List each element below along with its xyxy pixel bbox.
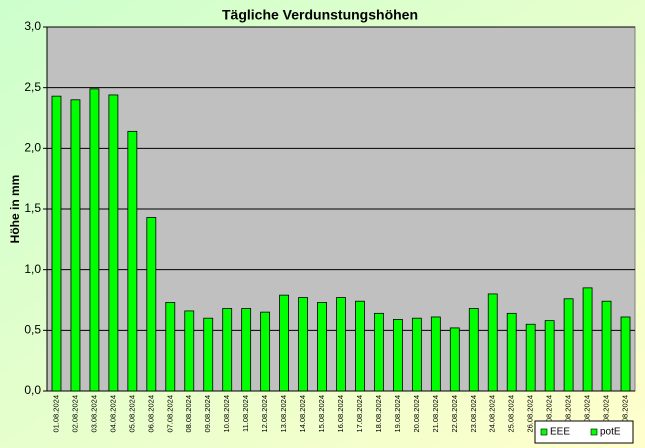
x-tick-label: 29.08.2024 (583, 395, 592, 433)
x-tick-label: 10.08.2024 (222, 395, 231, 433)
bar (203, 317, 214, 392)
y-tick-label: 3,0 (24, 19, 41, 33)
bar (563, 298, 574, 392)
bar (544, 320, 555, 392)
x-tick-label: 12.08.2024 (260, 395, 269, 433)
bar (184, 310, 195, 392)
x-tick-label: 14.08.2024 (298, 395, 307, 433)
legend-swatch (590, 428, 598, 436)
bar (51, 95, 62, 392)
legend-label: EEE (550, 427, 570, 438)
bar (298, 297, 308, 392)
bar (70, 99, 81, 392)
x-tick-label: 02.08.2024 (70, 395, 79, 433)
y-tick-label: 1,0 (24, 262, 41, 276)
bar (260, 311, 271, 392)
legend-swatch (540, 428, 548, 436)
x-tick-label: 09.08.2024 (203, 395, 212, 433)
bar (525, 323, 536, 392)
x-tick-label: 23.08.2024 (469, 395, 478, 433)
bar (468, 308, 479, 392)
x-tick-label: 07.08.2024 (165, 395, 174, 433)
x-tick-label: 03.08.2024 (89, 395, 98, 433)
y-tick-label: 0,5 (24, 323, 41, 337)
x-tick-label: 11.08.2024 (241, 395, 250, 432)
x-tick-label: 30.08.2024 (602, 395, 611, 433)
bar (241, 308, 252, 392)
bar (506, 312, 517, 392)
x-tick-label: 15.08.2024 (317, 395, 326, 433)
bar (355, 300, 365, 392)
bar (165, 302, 176, 392)
bar (89, 88, 100, 392)
bar (487, 293, 498, 392)
x-tick-label: 04.08.2024 (108, 395, 117, 433)
x-tick-label: 05.08.2024 (127, 395, 136, 433)
x-tick-label: 22.08.2024 (450, 395, 459, 433)
x-tick-label: 26.08.2024 (526, 395, 535, 433)
bar (146, 217, 157, 392)
bar (430, 316, 441, 392)
x-tick-label: 17.08.2024 (355, 395, 364, 433)
x-tick-label: 16.08.2024 (336, 395, 345, 433)
y-tick-label: 0,0 (24, 383, 41, 397)
legend-label: potE (600, 427, 621, 438)
y-axis-label: Höhe in mm (8, 175, 22, 244)
y-tick-label: 2,0 (24, 141, 41, 155)
bar (393, 319, 403, 392)
y-tick-label: 1,5 (24, 201, 41, 215)
x-tick-label: 18.08.2024 (374, 395, 383, 433)
bar (279, 294, 289, 392)
bar (127, 130, 138, 392)
x-tick-label: 01.08.2024 (51, 395, 60, 433)
y-tick-label: 2,5 (24, 80, 41, 94)
bar (222, 308, 233, 392)
x-tick-label: 19.08.2024 (393, 395, 402, 433)
legend-box (534, 420, 634, 444)
x-tick-label: 08.08.2024 (184, 395, 193, 433)
bar (317, 302, 327, 392)
x-tick-label: 24.08.2024 (488, 395, 497, 433)
x-tick-label: 06.08.2024 (146, 395, 155, 433)
chart-title: Tägliche Verdunstungshöhen (222, 7, 418, 23)
bar (411, 317, 422, 392)
x-tick-label: 28.08.2024 (564, 395, 573, 433)
x-tick-label: 21.08.2024 (431, 395, 440, 433)
x-tick-label: 13.08.2024 (279, 395, 288, 433)
bar (601, 300, 612, 392)
x-tick-label: 20.08.2024 (412, 395, 421, 433)
bar (582, 287, 593, 392)
x-tick-label: 27.08.2024 (545, 395, 554, 433)
bar (108, 94, 119, 392)
bar (620, 316, 631, 392)
bar (374, 312, 384, 392)
x-tick-label: 31.08.2024 (621, 395, 630, 433)
bar (336, 297, 346, 392)
x-tick-label: 25.08.2024 (507, 395, 516, 433)
bar (449, 327, 460, 392)
